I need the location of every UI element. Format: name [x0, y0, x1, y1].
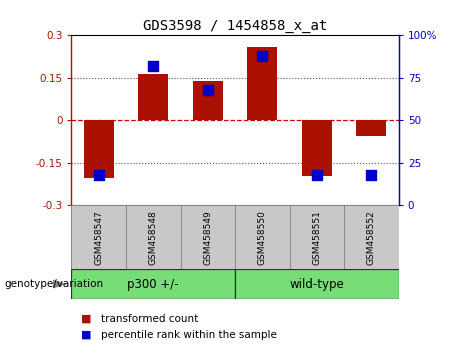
Point [259, 53, 266, 59]
Text: GSM458552: GSM458552 [367, 210, 376, 264]
Title: GDS3598 / 1454858_x_at: GDS3598 / 1454858_x_at [143, 19, 327, 33]
Text: GSM458550: GSM458550 [258, 210, 267, 265]
Polygon shape [53, 280, 67, 289]
Text: ■: ■ [81, 314, 91, 324]
Point [95, 172, 102, 178]
Bar [235, 269, 399, 299]
Text: ■: ■ [81, 330, 91, 339]
Text: p300 +/-: p300 +/- [128, 278, 179, 291]
Point [368, 172, 375, 178]
Bar [193, 81, 223, 120]
Point [313, 172, 321, 178]
Text: GSM458551: GSM458551 [313, 210, 321, 265]
Bar [138, 74, 168, 120]
Bar [344, 205, 399, 269]
Bar [84, 120, 114, 178]
Text: wild-type: wild-type [290, 278, 344, 291]
Bar [356, 120, 386, 136]
Text: GSM458548: GSM458548 [149, 210, 158, 264]
Bar [71, 269, 235, 299]
Text: GSM458549: GSM458549 [203, 210, 213, 264]
Bar [71, 205, 126, 269]
Bar [126, 205, 181, 269]
Point [204, 87, 212, 93]
Bar [235, 205, 290, 269]
Text: genotype/variation: genotype/variation [5, 279, 104, 289]
Bar [290, 205, 344, 269]
Text: transformed count: transformed count [101, 314, 199, 324]
Text: GSM458547: GSM458547 [94, 210, 103, 264]
Bar [302, 120, 332, 176]
Bar [181, 205, 235, 269]
Bar [248, 47, 278, 120]
Point [149, 63, 157, 69]
Text: percentile rank within the sample: percentile rank within the sample [101, 330, 278, 339]
